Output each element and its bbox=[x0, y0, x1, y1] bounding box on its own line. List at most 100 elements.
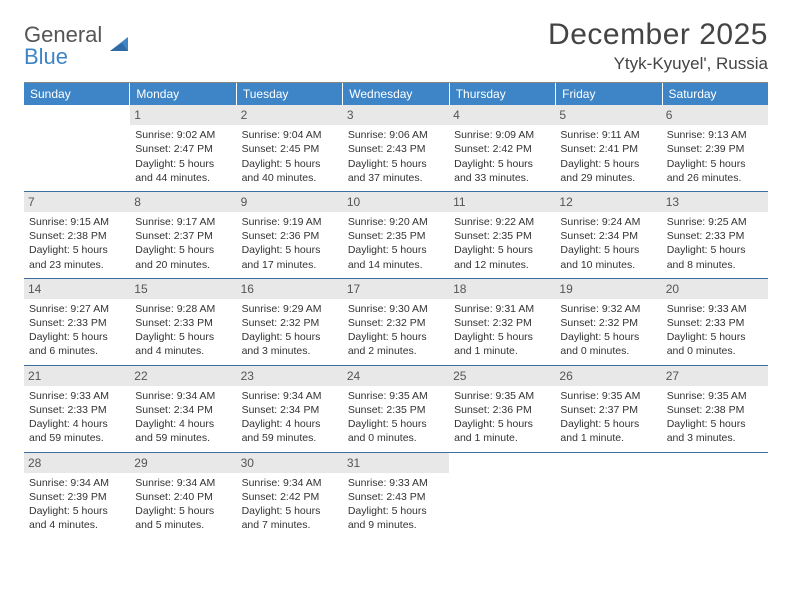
sunrise-text: Sunrise: 9:30 AM bbox=[348, 302, 444, 316]
day-cell: 20Sunrise: 9:33 AMSunset: 2:33 PMDayligh… bbox=[662, 279, 768, 365]
daylight-text: Daylight: 4 hours bbox=[135, 417, 231, 431]
day-cell: 11Sunrise: 9:22 AMSunset: 2:35 PMDayligh… bbox=[449, 192, 555, 278]
day-number: 11 bbox=[449, 192, 555, 212]
daylight-text: Daylight: 5 hours bbox=[454, 417, 550, 431]
day-number: 29 bbox=[130, 453, 236, 473]
day-cell: 19Sunrise: 9:32 AMSunset: 2:32 PMDayligh… bbox=[555, 279, 661, 365]
sunset-text: Sunset: 2:42 PM bbox=[454, 142, 550, 156]
sunrise-text: Sunrise: 9:11 AM bbox=[560, 128, 656, 142]
daylight-text-cont: and 1 minute. bbox=[454, 344, 550, 358]
day-details: Sunrise: 9:33 AMSunset: 2:43 PMDaylight:… bbox=[343, 473, 449, 539]
sunrise-text: Sunrise: 9:28 AM bbox=[135, 302, 231, 316]
daylight-text-cont: and 14 minutes. bbox=[348, 258, 444, 272]
day-cell: 6Sunrise: 9:13 AMSunset: 2:39 PMDaylight… bbox=[662, 105, 768, 191]
logo-triangle-icon bbox=[108, 33, 130, 60]
day-cell: 30Sunrise: 9:34 AMSunset: 2:42 PMDayligh… bbox=[237, 453, 343, 539]
day-cell: 22Sunrise: 9:34 AMSunset: 2:34 PMDayligh… bbox=[130, 366, 236, 452]
day-details: Sunrise: 9:09 AMSunset: 2:42 PMDaylight:… bbox=[449, 125, 555, 191]
sunrise-text: Sunrise: 9:33 AM bbox=[348, 476, 444, 490]
sunrise-text: Sunrise: 9:22 AM bbox=[454, 215, 550, 229]
sunset-text: Sunset: 2:39 PM bbox=[29, 490, 125, 504]
sunrise-text: Sunrise: 9:27 AM bbox=[29, 302, 125, 316]
day-details: Sunrise: 9:35 AMSunset: 2:35 PMDaylight:… bbox=[343, 386, 449, 452]
day-cell bbox=[555, 453, 661, 539]
day-number: 12 bbox=[555, 192, 661, 212]
day-details: Sunrise: 9:31 AMSunset: 2:32 PMDaylight:… bbox=[449, 299, 555, 365]
daylight-text: Daylight: 5 hours bbox=[560, 243, 656, 257]
sunset-text: Sunset: 2:35 PM bbox=[348, 229, 444, 243]
day-cell: 17Sunrise: 9:30 AMSunset: 2:32 PMDayligh… bbox=[343, 279, 449, 365]
daylight-text: Daylight: 5 hours bbox=[242, 504, 338, 518]
weeks-container: 1Sunrise: 9:02 AMSunset: 2:47 PMDaylight… bbox=[24, 105, 768, 538]
day-details: Sunrise: 9:30 AMSunset: 2:32 PMDaylight:… bbox=[343, 299, 449, 365]
day-header: Thursday bbox=[450, 83, 556, 105]
day-number: 23 bbox=[237, 366, 343, 386]
logo-line2: Blue bbox=[24, 46, 102, 68]
sunset-text: Sunset: 2:36 PM bbox=[242, 229, 338, 243]
day-number: 21 bbox=[24, 366, 130, 386]
daylight-text-cont: and 8 minutes. bbox=[667, 258, 763, 272]
day-cell: 25Sunrise: 9:35 AMSunset: 2:36 PMDayligh… bbox=[449, 366, 555, 452]
day-header-row: SundayMondayTuesdayWednesdayThursdayFrid… bbox=[24, 83, 768, 105]
daylight-text-cont: and 1 minute. bbox=[560, 431, 656, 445]
day-number: 25 bbox=[449, 366, 555, 386]
day-details: Sunrise: 9:34 AMSunset: 2:34 PMDaylight:… bbox=[130, 386, 236, 452]
day-number: 4 bbox=[449, 105, 555, 125]
daylight-text-cont: and 4 minutes. bbox=[29, 518, 125, 532]
title-block: December 2025 Ytyk-Kyuyel', Russia bbox=[548, 18, 768, 74]
daylight-text: Daylight: 5 hours bbox=[242, 157, 338, 171]
daylight-text-cont: and 10 minutes. bbox=[560, 258, 656, 272]
daylight-text-cont: and 9 minutes. bbox=[348, 518, 444, 532]
sunrise-text: Sunrise: 9:24 AM bbox=[560, 215, 656, 229]
sunrise-text: Sunrise: 9:35 AM bbox=[348, 389, 444, 403]
sunrise-text: Sunrise: 9:15 AM bbox=[29, 215, 125, 229]
day-details: Sunrise: 9:35 AMSunset: 2:37 PMDaylight:… bbox=[555, 386, 661, 452]
daylight-text-cont: and 20 minutes. bbox=[135, 258, 231, 272]
sunset-text: Sunset: 2:32 PM bbox=[454, 316, 550, 330]
day-number: 14 bbox=[24, 279, 130, 299]
daylight-text: Daylight: 5 hours bbox=[135, 330, 231, 344]
day-number: 22 bbox=[130, 366, 236, 386]
day-cell bbox=[449, 453, 555, 539]
daylight-text-cont: and 6 minutes. bbox=[29, 344, 125, 358]
daylight-text: Daylight: 5 hours bbox=[667, 157, 763, 171]
sunset-text: Sunset: 2:37 PM bbox=[135, 229, 231, 243]
day-cell: 4Sunrise: 9:09 AMSunset: 2:42 PMDaylight… bbox=[449, 105, 555, 191]
sunset-text: Sunset: 2:38 PM bbox=[29, 229, 125, 243]
day-details: Sunrise: 9:15 AMSunset: 2:38 PMDaylight:… bbox=[24, 212, 130, 278]
sunrise-text: Sunrise: 9:35 AM bbox=[667, 389, 763, 403]
day-details: Sunrise: 9:19 AMSunset: 2:36 PMDaylight:… bbox=[237, 212, 343, 278]
day-cell: 18Sunrise: 9:31 AMSunset: 2:32 PMDayligh… bbox=[449, 279, 555, 365]
day-cell: 27Sunrise: 9:35 AMSunset: 2:38 PMDayligh… bbox=[662, 366, 768, 452]
sunset-text: Sunset: 2:33 PM bbox=[667, 316, 763, 330]
day-details: Sunrise: 9:34 AMSunset: 2:40 PMDaylight:… bbox=[130, 473, 236, 539]
day-cell: 31Sunrise: 9:33 AMSunset: 2:43 PMDayligh… bbox=[343, 453, 449, 539]
day-number: 9 bbox=[237, 192, 343, 212]
daylight-text-cont: and 12 minutes. bbox=[454, 258, 550, 272]
day-number: 7 bbox=[24, 192, 130, 212]
day-header: Friday bbox=[556, 83, 662, 105]
sunset-text: Sunset: 2:43 PM bbox=[348, 142, 444, 156]
sunrise-text: Sunrise: 9:17 AM bbox=[135, 215, 231, 229]
logo: General Blue bbox=[24, 24, 130, 68]
sunset-text: Sunset: 2:32 PM bbox=[560, 316, 656, 330]
day-details: Sunrise: 9:13 AMSunset: 2:39 PMDaylight:… bbox=[662, 125, 768, 191]
day-header: Saturday bbox=[663, 83, 768, 105]
day-number: 10 bbox=[343, 192, 449, 212]
day-number: 2 bbox=[237, 105, 343, 125]
sunrise-text: Sunrise: 9:35 AM bbox=[560, 389, 656, 403]
daylight-text: Daylight: 5 hours bbox=[348, 157, 444, 171]
day-number: 5 bbox=[555, 105, 661, 125]
daylight-text-cont: and 5 minutes. bbox=[135, 518, 231, 532]
daylight-text: Daylight: 5 hours bbox=[29, 504, 125, 518]
sunset-text: Sunset: 2:39 PM bbox=[667, 142, 763, 156]
day-cell: 7Sunrise: 9:15 AMSunset: 2:38 PMDaylight… bbox=[24, 192, 130, 278]
day-details: Sunrise: 9:20 AMSunset: 2:35 PMDaylight:… bbox=[343, 212, 449, 278]
sunset-text: Sunset: 2:47 PM bbox=[135, 142, 231, 156]
sunrise-text: Sunrise: 9:34 AM bbox=[135, 476, 231, 490]
daylight-text: Daylight: 5 hours bbox=[348, 504, 444, 518]
daylight-text: Daylight: 5 hours bbox=[560, 157, 656, 171]
day-number: 26 bbox=[555, 366, 661, 386]
day-cell: 8Sunrise: 9:17 AMSunset: 2:37 PMDaylight… bbox=[130, 192, 236, 278]
day-details: Sunrise: 9:28 AMSunset: 2:33 PMDaylight:… bbox=[130, 299, 236, 365]
